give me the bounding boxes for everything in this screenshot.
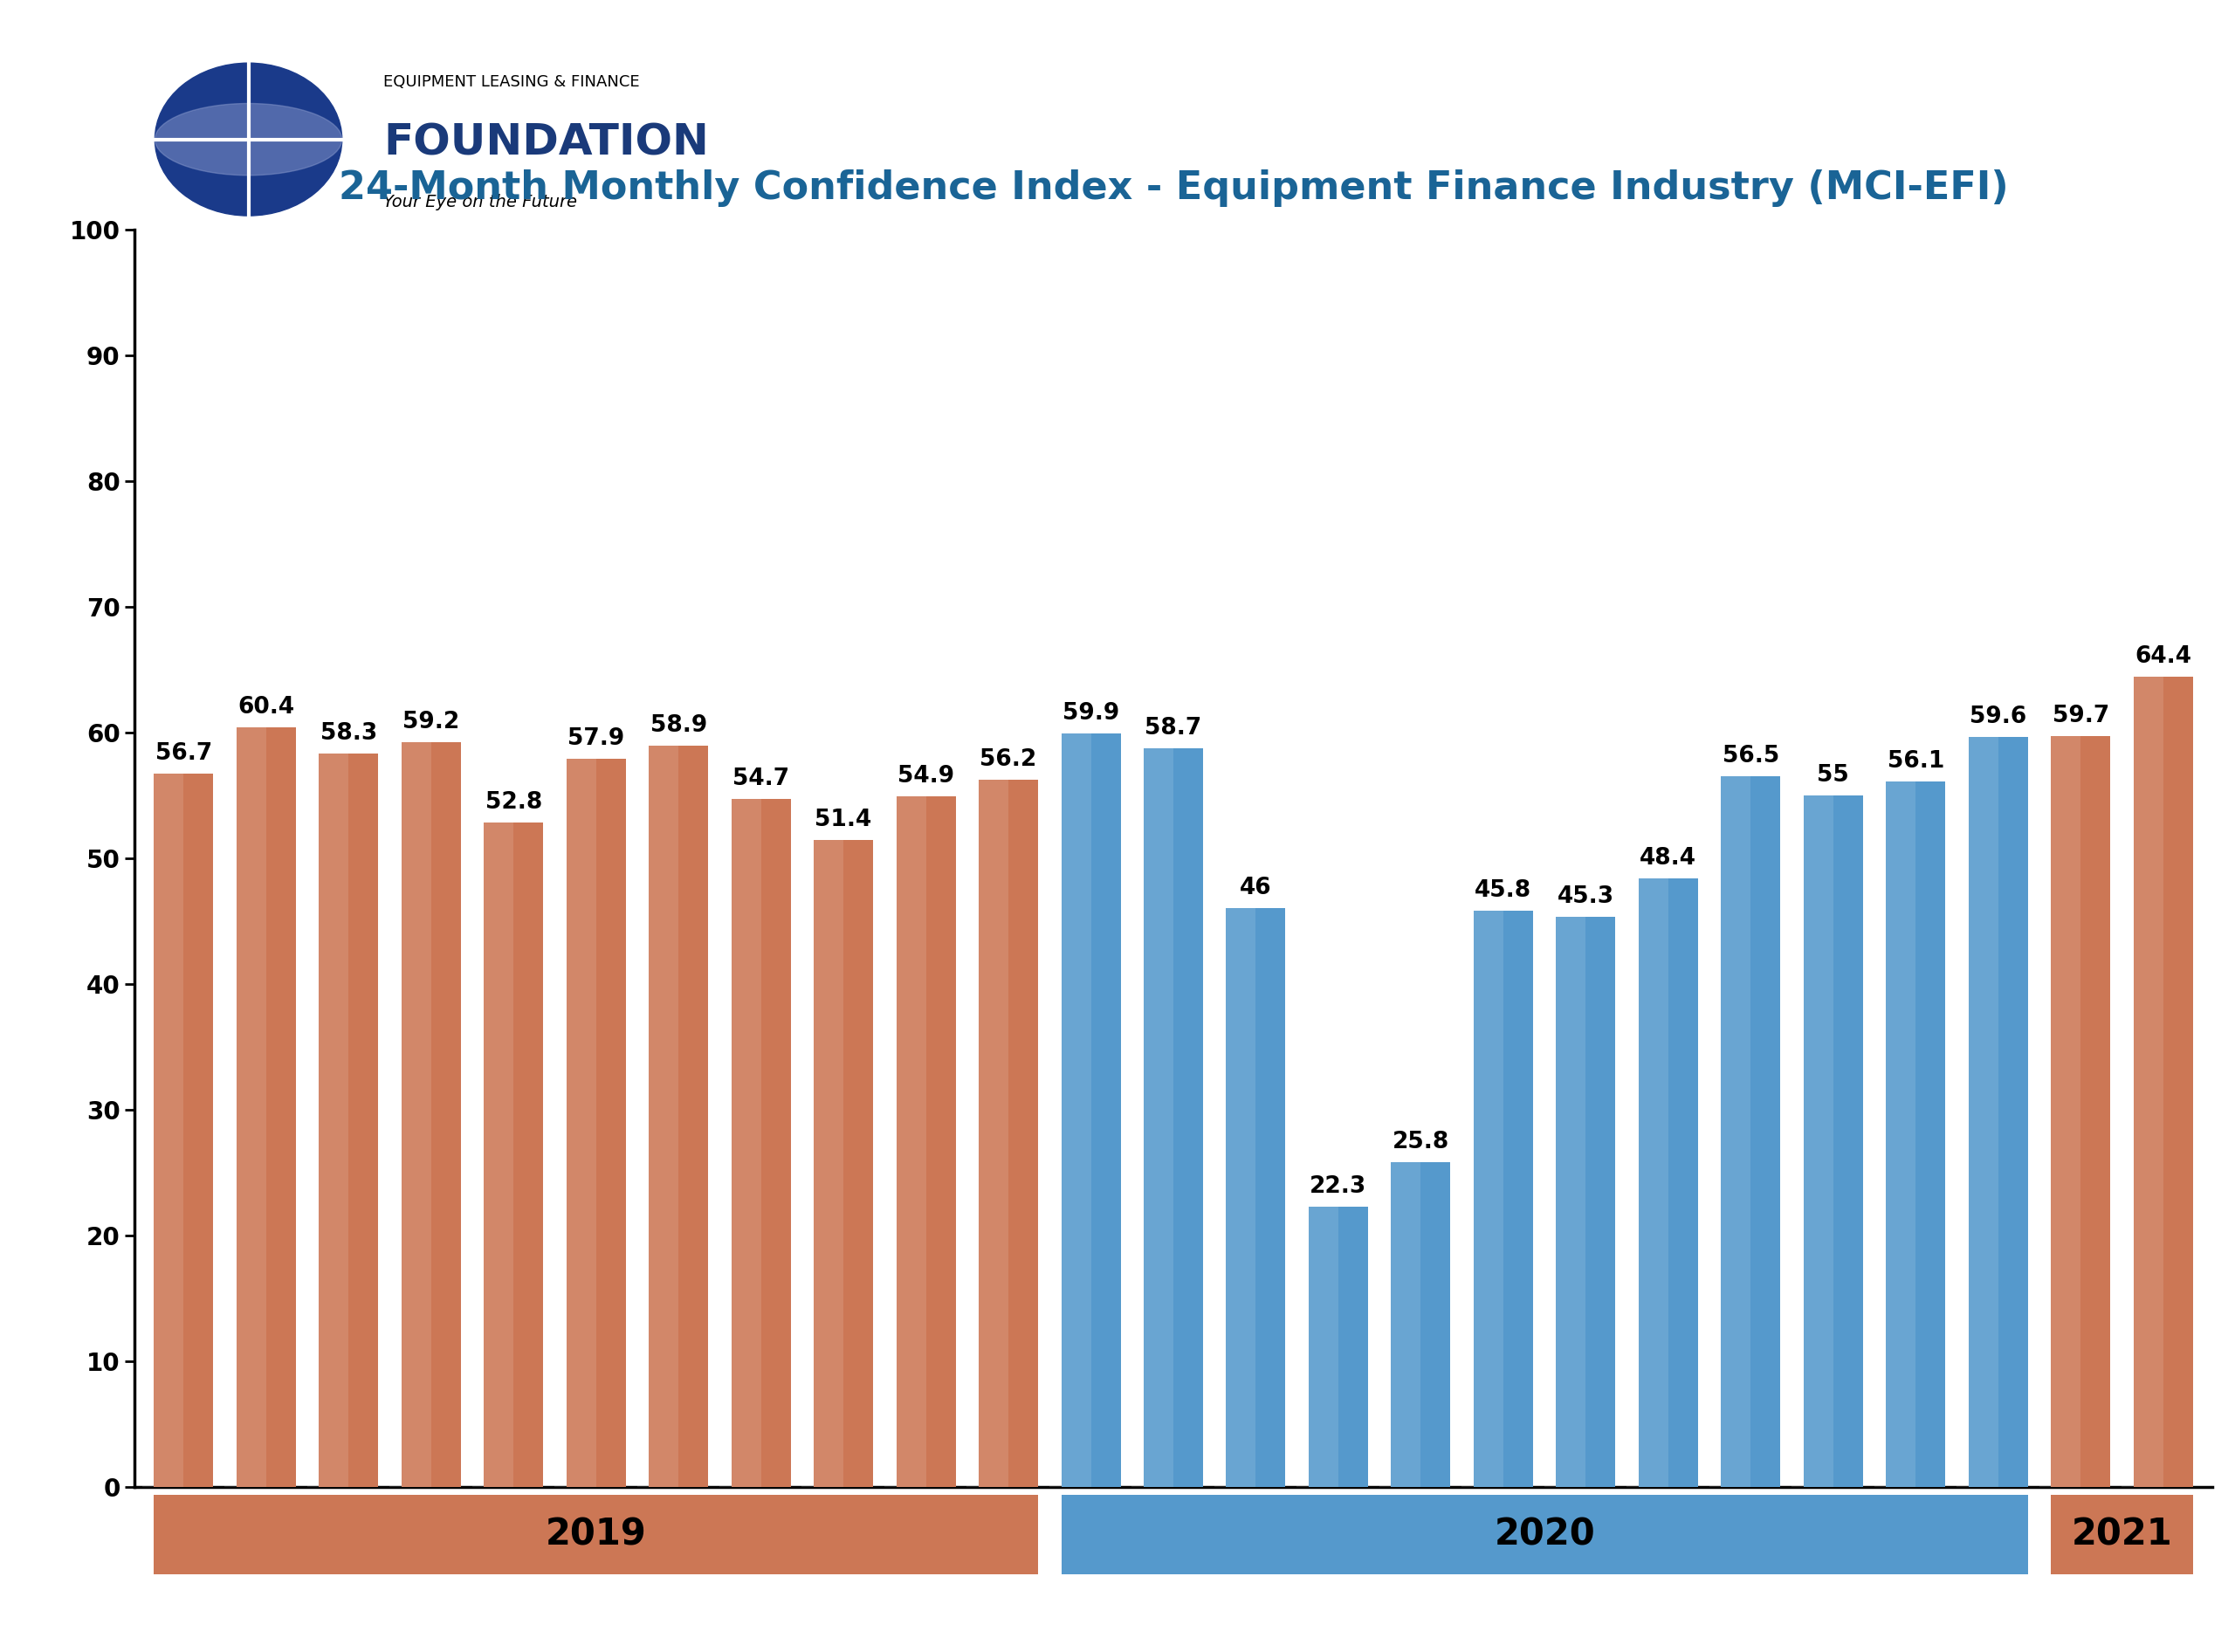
Text: 64.4: 64.4 [2134,646,2193,667]
Text: 48.4: 48.4 [1640,846,1696,869]
Bar [554,758,597,1487]
Bar [968,780,1008,1487]
Text: 45.3: 45.3 [1558,885,1614,909]
Bar [306,753,349,1487]
Bar [565,758,626,1487]
Text: FOUNDATION: FOUNDATION [384,122,708,164]
Bar [2121,677,2163,1487]
Bar [1048,733,1091,1487]
Bar [2052,737,2110,1487]
Bar [802,841,843,1487]
Text: 56.5: 56.5 [1723,745,1779,768]
Text: 2021: 2021 [2072,1517,2172,1553]
Bar [896,796,957,1487]
Text: 54.7: 54.7 [733,768,789,790]
Bar [885,796,925,1487]
Bar [1544,917,1587,1487]
Text: 56.7: 56.7 [154,742,212,765]
Bar [1131,748,1173,1487]
Bar [1792,795,1833,1487]
Text: 52.8: 52.8 [485,791,543,814]
Bar [1721,776,1781,1487]
Bar [1062,733,1120,1487]
Bar [979,780,1037,1487]
Bar [483,823,543,1487]
Text: 59.6: 59.6 [1969,705,2027,729]
Bar [637,747,679,1487]
Bar [224,727,266,1487]
Text: 55: 55 [1817,763,1848,786]
Text: 60.4: 60.4 [237,695,295,719]
Bar [1875,781,1915,1487]
Bar [648,747,708,1487]
Text: 2019: 2019 [545,1517,646,1553]
Bar [1638,879,1699,1487]
Bar [1390,1163,1451,1487]
Bar [2038,737,2081,1487]
Bar [389,742,431,1487]
Bar [814,841,874,1487]
Text: 57.9: 57.9 [568,727,624,750]
Bar [1379,1163,1421,1487]
Bar [320,753,378,1487]
Bar [1144,748,1202,1487]
Bar [237,727,295,1487]
Ellipse shape [154,104,342,175]
Bar [472,823,514,1487]
Text: 59.2: 59.2 [402,710,460,733]
Text: 56.2: 56.2 [979,748,1037,771]
Bar [2134,677,2193,1487]
Text: 54.9: 54.9 [898,765,954,788]
Text: 59.9: 59.9 [1062,702,1120,725]
Bar [1214,909,1256,1487]
Bar [1473,910,1533,1487]
Text: 56.1: 56.1 [1886,750,1944,773]
Ellipse shape [154,63,342,216]
Bar [402,742,460,1487]
Bar [1227,909,1285,1487]
Bar [1710,776,1750,1487]
Text: 59.7: 59.7 [2052,704,2110,727]
Bar [1310,1206,1368,1487]
Text: 25.8: 25.8 [1392,1132,1448,1153]
Bar [1804,795,1864,1487]
Bar [1462,910,1504,1487]
Text: Your Eye on the Future: Your Eye on the Future [384,193,577,210]
Bar [731,800,791,1487]
Text: 58.7: 58.7 [1144,717,1202,740]
Bar [1886,781,1944,1487]
Text: 22.3: 22.3 [1310,1175,1368,1198]
Bar [1296,1206,1339,1487]
Text: 2020: 2020 [1493,1517,1596,1553]
Bar [143,773,183,1487]
Bar [1627,879,1667,1487]
Bar [1956,737,1998,1487]
Title: 24-Month Monthly Confidence Index - Equipment Finance Industry (MCI-EFI): 24-Month Monthly Confidence Index - Equi… [337,169,2009,206]
Text: 45.8: 45.8 [1475,879,1531,902]
Text: 46: 46 [1240,877,1272,899]
Bar [1556,917,1616,1487]
Text: 58.3: 58.3 [320,722,378,745]
Text: 58.9: 58.9 [650,715,706,737]
Bar [154,773,212,1487]
Text: 51.4: 51.4 [816,809,872,831]
Text: EQUIPMENT LEASING & FINANCE: EQUIPMENT LEASING & FINANCE [384,74,639,89]
Bar [1969,737,2027,1487]
Bar [720,800,760,1487]
